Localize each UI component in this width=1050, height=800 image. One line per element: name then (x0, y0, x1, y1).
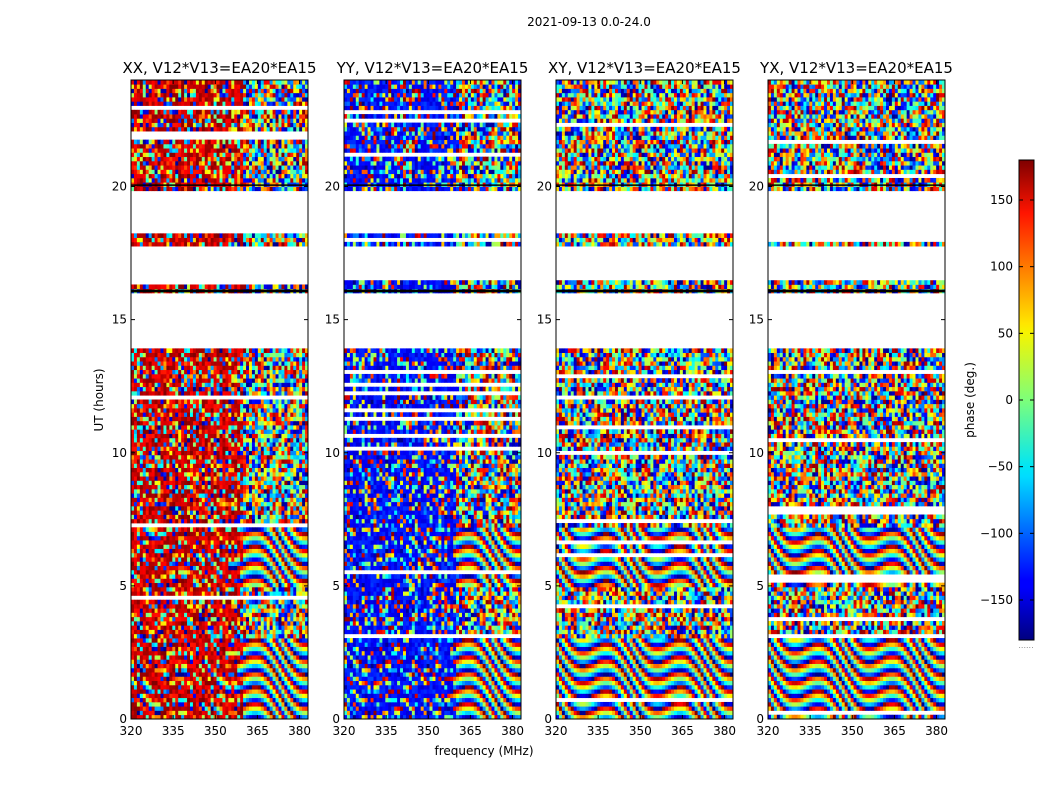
panel-heatmap (131, 80, 308, 719)
x-tick-label: 320 (757, 724, 780, 738)
colorbar-tick-label: 50 (998, 326, 1013, 340)
panel-heatmap (768, 80, 945, 719)
y-tick-label: 15 (325, 313, 340, 327)
panel-frame (767, 79, 946, 720)
panel-title: YY, V12*V13=EA20*EA15 (336, 59, 529, 77)
y-tick-label: 5 (544, 579, 552, 593)
x-tick-label: 365 (459, 724, 482, 738)
x-tick-label: 335 (587, 724, 610, 738)
x-tick-label: 320 (545, 724, 568, 738)
y-tick-label: 15 (749, 313, 764, 327)
y-tick-label: 5 (332, 579, 340, 593)
panel-frame (130, 79, 309, 720)
figure-suptitle: 2021-09-13 0.0-24.0 (527, 15, 651, 29)
y-tick-label: 0 (119, 712, 127, 726)
y-tick-label: 10 (537, 446, 552, 460)
colorbar-tick-label: −150 (980, 593, 1013, 607)
x-tick-label: 350 (204, 724, 227, 738)
panel-frame (555, 79, 734, 720)
y-tick-label: 20 (537, 180, 552, 194)
y-axis-label: UT (hours) (92, 368, 106, 431)
x-axis-label: frequency (MHz) (434, 744, 533, 758)
colorbar-extra-text: ...... (1018, 641, 1033, 650)
y-tick-label: 20 (749, 180, 764, 194)
colorbar-tick-label: −100 (980, 526, 1013, 540)
y-tick-label: 0 (756, 712, 764, 726)
panel-heatmap (344, 80, 521, 719)
y-tick-label: 20 (112, 180, 127, 194)
x-tick-label: 365 (883, 724, 906, 738)
x-tick-label: 335 (375, 724, 398, 738)
x-tick-label: 335 (162, 724, 185, 738)
x-tick-label: 350 (417, 724, 440, 738)
panel-title: YX, V12*V13=EA20*EA15 (759, 59, 953, 77)
panel-title: XX, V12*V13=EA20*EA15 (122, 59, 316, 77)
colorbar-tick-label: 0 (1005, 393, 1013, 407)
y-tick-label: 0 (544, 712, 552, 726)
colorbar: 150 100 50 0 −50 −100 −150 phase (deg.) ...... (963, 159, 1035, 650)
y-tick-label: 20 (325, 180, 340, 194)
y-tick-label: 5 (756, 579, 764, 593)
x-tick-label: 380 (288, 724, 311, 738)
x-tick-label: 380 (925, 724, 948, 738)
panel-title: XY, V12*V13=EA20*EA15 (548, 59, 741, 77)
x-tick-label: 350 (841, 724, 864, 738)
panels: XX, V12*V13=EA20*EA15 320 335 350 365 380 0 5 10… (112, 59, 953, 738)
x-tick-label: 350 (629, 724, 652, 738)
y-tick-label: 10 (749, 446, 764, 460)
y-tick-label: 10 (112, 446, 127, 460)
x-tick-label: 380 (501, 724, 524, 738)
x-tick-label: 380 (713, 724, 736, 738)
y-tick-label: 15 (537, 313, 552, 327)
panel-3: XY, V12*V13=EA20*EA15 320 335 350 365 380 0 5 10… (537, 59, 741, 738)
colorbar-tick-label: 100 (990, 260, 1013, 274)
y-tick-label: 0 (332, 712, 340, 726)
y-tick-label: 15 (112, 313, 127, 327)
colorbar-tick-label: 150 (990, 193, 1013, 207)
x-tick-label: 335 (799, 724, 822, 738)
panel-frame (343, 79, 522, 720)
x-tick-label: 365 (671, 724, 694, 738)
colorbar-label: phase (deg.) (963, 362, 977, 438)
panel-1: XX, V12*V13=EA20*EA15 320 335 350 365 380 0 5 10… (112, 59, 317, 738)
x-tick-label: 365 (246, 724, 269, 738)
y-tick-label: 10 (325, 446, 340, 460)
x-tick-label: 320 (120, 724, 143, 738)
x-tick-label: 320 (333, 724, 356, 738)
panel-4: YX, V12*V13=EA20*EA15 320 335 350 365 380 0 5 10… (749, 59, 953, 738)
y-tick-label: 5 (119, 579, 127, 593)
colorbar-tick-label: −50 (988, 460, 1013, 474)
panel-2: YY, V12*V13=EA20*EA15 320 335 350 365 380 0 5 10… (325, 59, 529, 738)
panel-heatmap (556, 80, 733, 719)
